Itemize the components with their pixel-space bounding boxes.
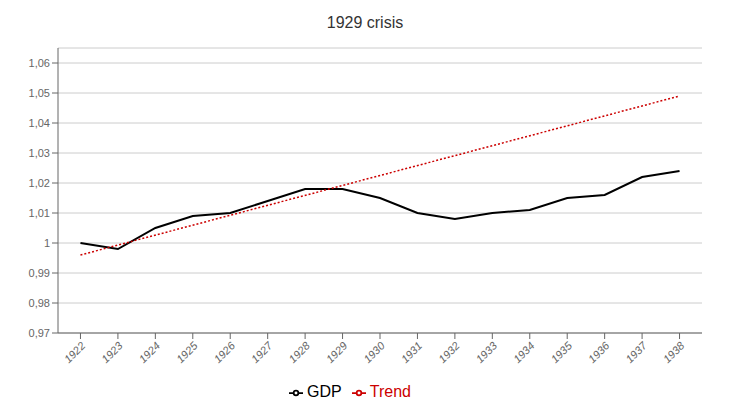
- svg-text:1923: 1923: [99, 339, 125, 365]
- svg-text:0,99: 0,99: [29, 267, 50, 279]
- html-text:1929 crisis: 1929 crisis: [326, 14, 404, 31]
- svg-text:1937: 1937: [623, 339, 649, 365]
- svg-text:1,04: 1,04: [29, 117, 50, 129]
- svg-text:0,98: 0,98: [29, 297, 50, 309]
- svg-text:1922: 1922: [62, 339, 88, 365]
- svg-text:1930: 1930: [361, 339, 387, 365]
- svg-text:1934: 1934: [511, 339, 537, 365]
- svg-text:1,01: 1,01: [29, 207, 50, 219]
- svg-text:1,02: 1,02: [29, 177, 50, 189]
- svg-text:1928: 1928: [286, 339, 312, 365]
- svg-text:1: 1: [44, 237, 50, 249]
- svg-text:1932: 1932: [436, 339, 462, 365]
- svg-text:1936: 1936: [586, 339, 612, 365]
- svg-text:0,97: 0,97: [29, 327, 50, 339]
- svg-text:1927: 1927: [249, 339, 275, 365]
- svg-text:1,06: 1,06: [29, 57, 50, 69]
- html-text:GDP: GDP: [307, 383, 342, 400]
- svg-text:1924: 1924: [136, 339, 162, 365]
- svg-text:1931: 1931: [399, 339, 425, 365]
- svg-text:1926: 1926: [211, 339, 237, 365]
- svg-text:1925: 1925: [174, 339, 200, 365]
- svg-text:1929: 1929: [324, 339, 350, 365]
- svg-text:1,03: 1,03: [29, 147, 50, 159]
- svg-text:1938: 1938: [661, 339, 687, 365]
- svg-text:1,05: 1,05: [29, 87, 50, 99]
- svg-text:1935: 1935: [548, 339, 574, 365]
- svg-text:1933: 1933: [473, 339, 499, 365]
- html-text:Trend: Trend: [369, 383, 411, 400]
